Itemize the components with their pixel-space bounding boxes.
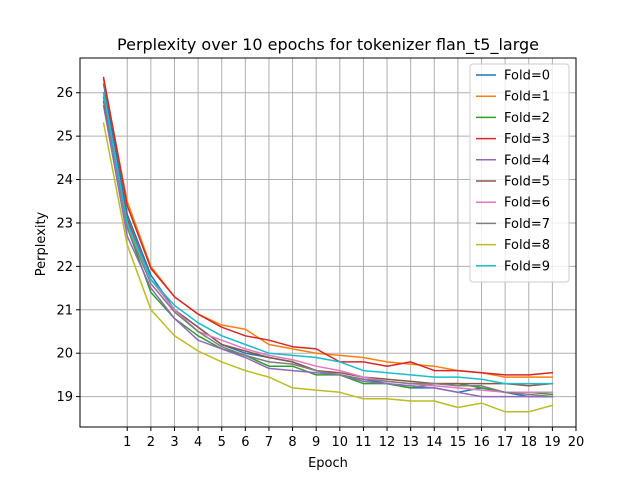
y-tick-label: 23 bbox=[56, 216, 73, 231]
x-tick-label: 6 bbox=[241, 435, 249, 450]
x-tick-label: 14 bbox=[426, 435, 443, 450]
legend-box bbox=[469, 63, 570, 283]
chart-title: Perplexity over 10 epochs for tokenizer … bbox=[117, 35, 539, 55]
x-tick-label: 5 bbox=[218, 435, 226, 450]
series-line-3 bbox=[102, 76, 554, 376]
x-tick-label: 4 bbox=[194, 435, 202, 450]
legend-label: Fold=3 bbox=[504, 132, 550, 147]
x-tick-label: 2 bbox=[147, 435, 155, 450]
series-line-9 bbox=[102, 91, 554, 385]
legend-label: Fold=7 bbox=[504, 217, 550, 232]
x-tick-label: 8 bbox=[288, 435, 296, 450]
x-tick-label: 15 bbox=[450, 435, 467, 450]
x-tick-label: 18 bbox=[520, 435, 537, 450]
x-axis-label: Epoch bbox=[308, 456, 348, 471]
x-ticks: 1 2 3 4 5 6 7 8 9 10 11 12 13 14 15 16 17 18 19 20 bbox=[123, 427, 584, 450]
x-tick-label: 12 bbox=[379, 435, 396, 450]
y-ticks: 19 20 21 22 23 24 25 26 bbox=[56, 86, 80, 405]
y-tick-label: 25 bbox=[56, 130, 73, 145]
y-tick-label: 24 bbox=[56, 173, 73, 188]
y-tick-label: 22 bbox=[56, 260, 73, 275]
y-tick-label: 20 bbox=[56, 347, 73, 362]
legend: Fold=0 Fold=1 Fold=2 Fold=3 Fold=4 Fold=5 Fold… bbox=[469, 63, 570, 283]
x-tick-label: 7 bbox=[265, 435, 273, 450]
series-line-6 bbox=[102, 91, 554, 394]
legend-label: Fold=0 bbox=[504, 69, 550, 84]
x-tick-label: 17 bbox=[497, 435, 514, 450]
series-line-4 bbox=[102, 104, 554, 398]
legend-label: Fold=2 bbox=[504, 111, 550, 126]
legend-label: Fold=8 bbox=[504, 238, 550, 253]
x-tick-label: 10 bbox=[332, 435, 349, 450]
legend-label: Fold=6 bbox=[504, 196, 550, 211]
legend-label: Fold=5 bbox=[504, 175, 550, 190]
x-tick-label: 13 bbox=[402, 435, 419, 450]
y-tick-label: 19 bbox=[56, 390, 73, 405]
legend-label: Fold=4 bbox=[504, 153, 550, 168]
x-tick-label: 11 bbox=[355, 435, 372, 450]
legend-label: Fold=1 bbox=[504, 90, 550, 105]
series-line-7 bbox=[102, 96, 554, 398]
x-tick-label: 9 bbox=[312, 435, 320, 450]
plot-frame bbox=[79, 57, 577, 428]
series-line-8 bbox=[102, 122, 554, 413]
y-tick-label: 26 bbox=[56, 86, 73, 101]
y-tick-label: 21 bbox=[56, 303, 73, 318]
legend-label: Fold=9 bbox=[504, 259, 550, 274]
series-layer bbox=[102, 76, 554, 413]
x-tick-label: 1 bbox=[123, 435, 131, 450]
x-tick-label: 3 bbox=[170, 435, 178, 450]
x-tick-label: 19 bbox=[544, 435, 561, 450]
y-axis-label: Perplexity bbox=[34, 211, 49, 276]
x-tick-label: 20 bbox=[568, 435, 585, 450]
x-tick-label: 16 bbox=[473, 435, 490, 450]
